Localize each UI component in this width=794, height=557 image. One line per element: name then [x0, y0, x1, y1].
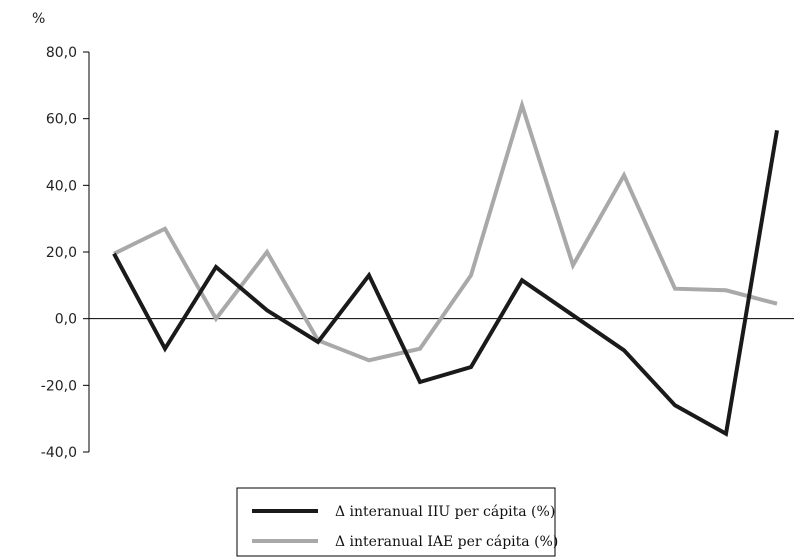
y-tick-label: -40,0 — [41, 445, 77, 461]
y-tick-label: 80,0 — [46, 45, 77, 61]
y-tick-label: 0,0 — [55, 312, 77, 328]
series-lines — [112, 98, 779, 437]
legend-label-iiu: Δ interanual IIU per cápita (%) — [335, 504, 555, 520]
legend: Δ interanual IIU per cápita (%) Δ intera… — [236, 487, 558, 557]
legend-box — [236, 487, 556, 557]
series-line-iiu — [112, 129, 779, 437]
y-tick-label: -20,0 — [41, 378, 77, 394]
y-tick-label: 60,0 — [46, 112, 77, 128]
y-axis-unit-label: % — [32, 11, 45, 27]
legend-label-iae: Δ interanual IAE per cápita (%) — [335, 534, 558, 550]
y-axis: 80,0 60,0 40,0 20,0 0,0 -20,0 -40,0 — [41, 45, 90, 461]
y-tick-label: 40,0 — [46, 178, 77, 194]
y-tick-label: 20,0 — [46, 245, 77, 261]
series-line-iae — [113, 98, 778, 363]
